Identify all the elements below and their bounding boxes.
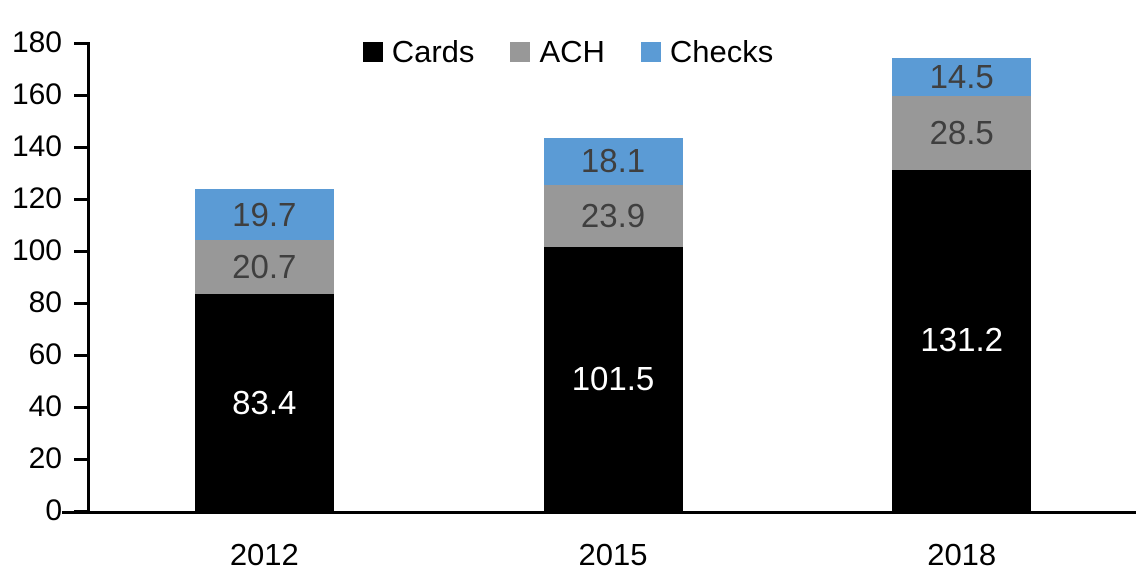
bar-segment-checks-2012 — [194, 189, 334, 241]
y-axis-tick — [74, 353, 89, 357]
data-label-checks-2012: 19.7 — [232, 195, 297, 233]
bar-segment-checks-2018 — [892, 58, 1032, 96]
data-label-ach-2015: 23.9 — [580, 197, 646, 234]
y-axis-tick-label: 160 — [11, 78, 62, 111]
y-axis-tick-label: 20 — [28, 442, 62, 475]
y-axis-tick-label: 180 — [11, 26, 62, 59]
x-axis-label-2018: 2018 — [927, 537, 997, 572]
y-axis-tick-label: 100 — [11, 234, 62, 267]
y-axis-tick-label: 0 — [45, 494, 62, 527]
bar-segment-checks-2015 — [543, 137, 683, 185]
y-axis-tick — [74, 249, 89, 253]
y-axis-tick — [74, 457, 89, 461]
bar-segment-cards-2012 — [194, 294, 334, 511]
bar-segment-cards-2018 — [892, 169, 1032, 511]
data-label-cards-2015: 101.5 — [571, 360, 655, 397]
data-label-cards-2018: 131.2 — [920, 321, 1003, 359]
y-axis-tick — [74, 197, 89, 201]
legend-label: ACH — [539, 34, 605, 69]
y-axis-tick — [74, 93, 89, 97]
legend-swatch-icon — [640, 41, 661, 62]
y-axis-tick-label: 40 — [28, 390, 62, 423]
data-label-ach-2018: 28.5 — [929, 113, 994, 151]
bar-segment-cards-2015 — [543, 247, 683, 511]
legend-item-cards: Cards — [362, 34, 475, 69]
x-axis-label-2015: 2015 — [578, 537, 648, 572]
bar-segment-ach-2012 — [194, 240, 334, 295]
legend-label: Cards — [391, 34, 475, 69]
legend-label: Checks — [669, 34, 774, 69]
y-axis-tick — [74, 301, 89, 305]
data-label-ach-2012: 20.7 — [232, 248, 297, 286]
y-axis-tick-label: 120 — [11, 182, 62, 215]
y-axis-tick-label: 60 — [28, 338, 62, 371]
legend-swatch-icon — [362, 41, 383, 62]
y-axis-tick-label: 140 — [11, 130, 62, 163]
legend-item-checks: Checks — [640, 34, 774, 69]
data-label-checks-2015: 18.1 — [580, 142, 646, 180]
legend-item-ach: ACH — [510, 34, 605, 69]
y-axis-tick-label: 80 — [28, 286, 62, 319]
bar-segment-ach-2018 — [892, 95, 1032, 170]
y-axis-tick — [74, 145, 89, 149]
y-axis-line — [87, 42, 90, 514]
data-label-checks-2018: 14.5 — [929, 57, 994, 95]
data-label-cards-2012: 83.4 — [232, 383, 297, 421]
x-axis-label-2012: 2012 — [229, 537, 299, 572]
bar-segment-ach-2015 — [543, 185, 683, 248]
legend-swatch-icon — [510, 41, 531, 62]
y-axis-tick — [74, 405, 89, 409]
y-axis-tick — [74, 509, 89, 513]
x-axis-line — [62, 511, 1136, 514]
y-axis-tick — [74, 41, 89, 45]
